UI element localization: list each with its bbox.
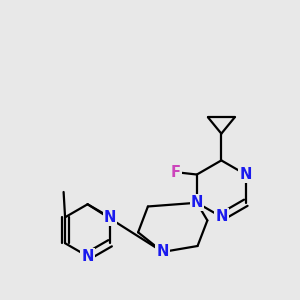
- Text: N: N: [215, 209, 227, 224]
- Text: N: N: [191, 195, 203, 210]
- Text: N: N: [104, 210, 116, 225]
- Text: F: F: [170, 165, 181, 180]
- Text: N: N: [81, 249, 94, 264]
- Text: N: N: [157, 244, 169, 260]
- Text: N: N: [240, 167, 252, 182]
